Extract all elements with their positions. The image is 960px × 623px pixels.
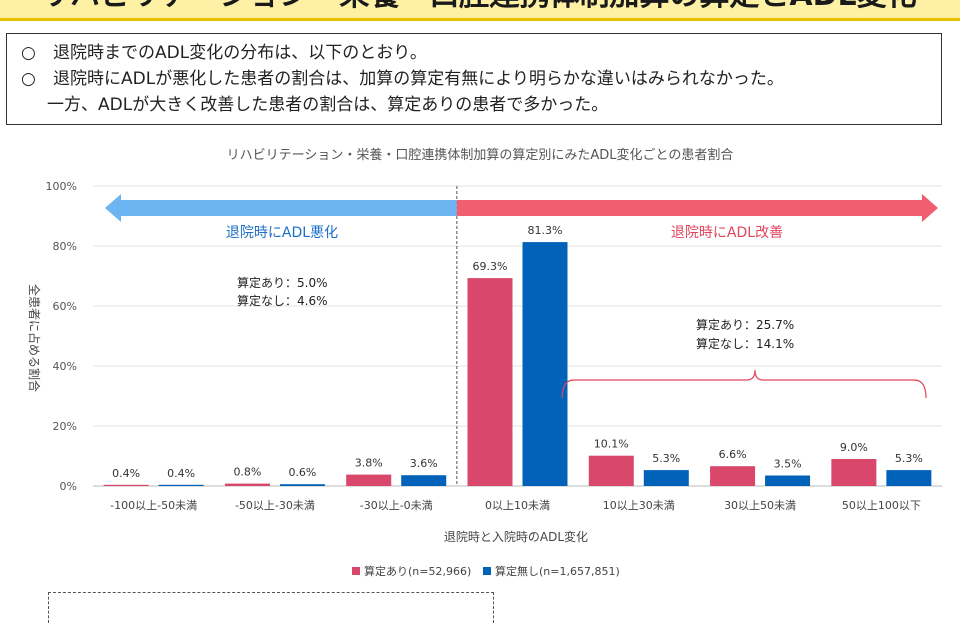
x-tick-label: -50以上-30未満 [235, 499, 315, 512]
worse-with-total: 算定あり：5.0% [237, 275, 328, 290]
x-tick-label: 10以上30未満 [603, 499, 675, 512]
x-tick-label: -30以上-0未満 [360, 499, 433, 512]
data-label: 0.4% [167, 467, 195, 480]
footnote-box [48, 592, 494, 623]
data-label: 69.3% [473, 260, 508, 273]
data-label: 5.3% [895, 452, 923, 465]
summary-line-1: ○ 退院時までのADL変化の分布は、以下のとおり。 [21, 40, 927, 66]
x-tick-label: 0以上10未満 [485, 499, 550, 512]
better-label: 退院時にADL改善 [671, 225, 783, 241]
chart-legend: 算定あり(n=52,966) 算定無し(n=1,657,851) [352, 564, 620, 578]
y-tick-label: 60% [53, 300, 77, 313]
worse-without-total: 算定なし：4.6% [237, 293, 328, 308]
title-banner: リハビリテーション・栄養・口腔連携体制加算の算定とADL変化 [0, 0, 960, 21]
better-without-total: 算定なし：14.1% [696, 336, 794, 351]
bar-with [103, 484, 149, 486]
legend-label: 算定無し(n=1,657,851) [495, 564, 620, 578]
summary-line-3: 一方、ADLが大きく改善した患者の割合は、算定ありの患者で多かった。 [47, 95, 609, 115]
data-label: 9.0% [840, 441, 868, 454]
data-label: 3.8% [355, 457, 383, 470]
bar-with [710, 466, 756, 486]
x-axis-label: 退院時と入院時のADL変化 [444, 529, 588, 544]
better-with-total: 算定あり：25.7% [696, 317, 794, 332]
worse-arrow [105, 194, 457, 222]
bullet-icon: ○ [21, 43, 36, 63]
bar-with [224, 483, 270, 486]
data-label: 0.8% [233, 466, 261, 479]
data-label: 6.6% [719, 448, 747, 461]
bar-without [886, 470, 932, 486]
bar-with [346, 474, 392, 486]
data-label: 3.5% [774, 458, 802, 471]
bar-without [401, 475, 447, 486]
legend-swatch [352, 567, 360, 575]
improvement-brace [561, 369, 927, 399]
y-tick-label: 100% [46, 180, 77, 193]
bullet-icon: ○ [21, 69, 36, 89]
y-tick-label: 20% [53, 420, 77, 433]
data-label: 10.1% [594, 438, 629, 451]
y-tick-label: 0% [60, 480, 77, 493]
bar-without [279, 484, 325, 486]
y-tick-label: 80% [53, 240, 77, 253]
summary-box: ○ 退院時までのADL変化の分布は、以下のとおり。 ○ 退院時にADLが悪化した患者… [6, 33, 942, 125]
worse-label: 退院時にADL悪化 [226, 225, 338, 241]
chart-title: リハビリテーション・栄養・口腔連携体制加算の算定別にみたADL変化ごとの患者割合 [227, 147, 734, 163]
legend-label: 算定あり(n=52,966) [364, 564, 471, 578]
data-label: 5.3% [652, 452, 680, 465]
data-label: 0.6% [288, 466, 316, 479]
adl-change-chart: リハビリテーション・栄養・口腔連携体制加算の算定別にみたADL変化ごとの患者割合… [27, 147, 942, 578]
bar-without [158, 484, 204, 486]
data-label: 81.3% [528, 224, 563, 237]
better-arrow [456, 194, 938, 222]
data-label: 0.4% [112, 467, 140, 480]
bar-without [765, 475, 811, 486]
x-tick-label: 30以上50未満 [724, 499, 796, 512]
bar-with [588, 455, 634, 486]
x-tick-label: 50以上100以下 [842, 499, 921, 512]
x-tick-label: -100以上-50未満 [110, 499, 197, 512]
data-label: 3.6% [410, 457, 438, 470]
bar-without [522, 242, 568, 486]
legend-swatch [483, 567, 491, 575]
y-axis-label: 全患者に占める割合 [27, 284, 42, 392]
bar-with [831, 459, 877, 486]
y-tick-label: 40% [53, 360, 77, 373]
page-title: リハビリテーション・栄養・口腔連携体制加算の算定とADL変化 [40, 0, 917, 14]
bar-without [643, 470, 689, 486]
bar-with [467, 278, 513, 486]
summary-line-2: ○ 退院時にADLが悪化した患者の割合は、加算の算定有無により明らかな違いはみられ… [21, 66, 927, 92]
